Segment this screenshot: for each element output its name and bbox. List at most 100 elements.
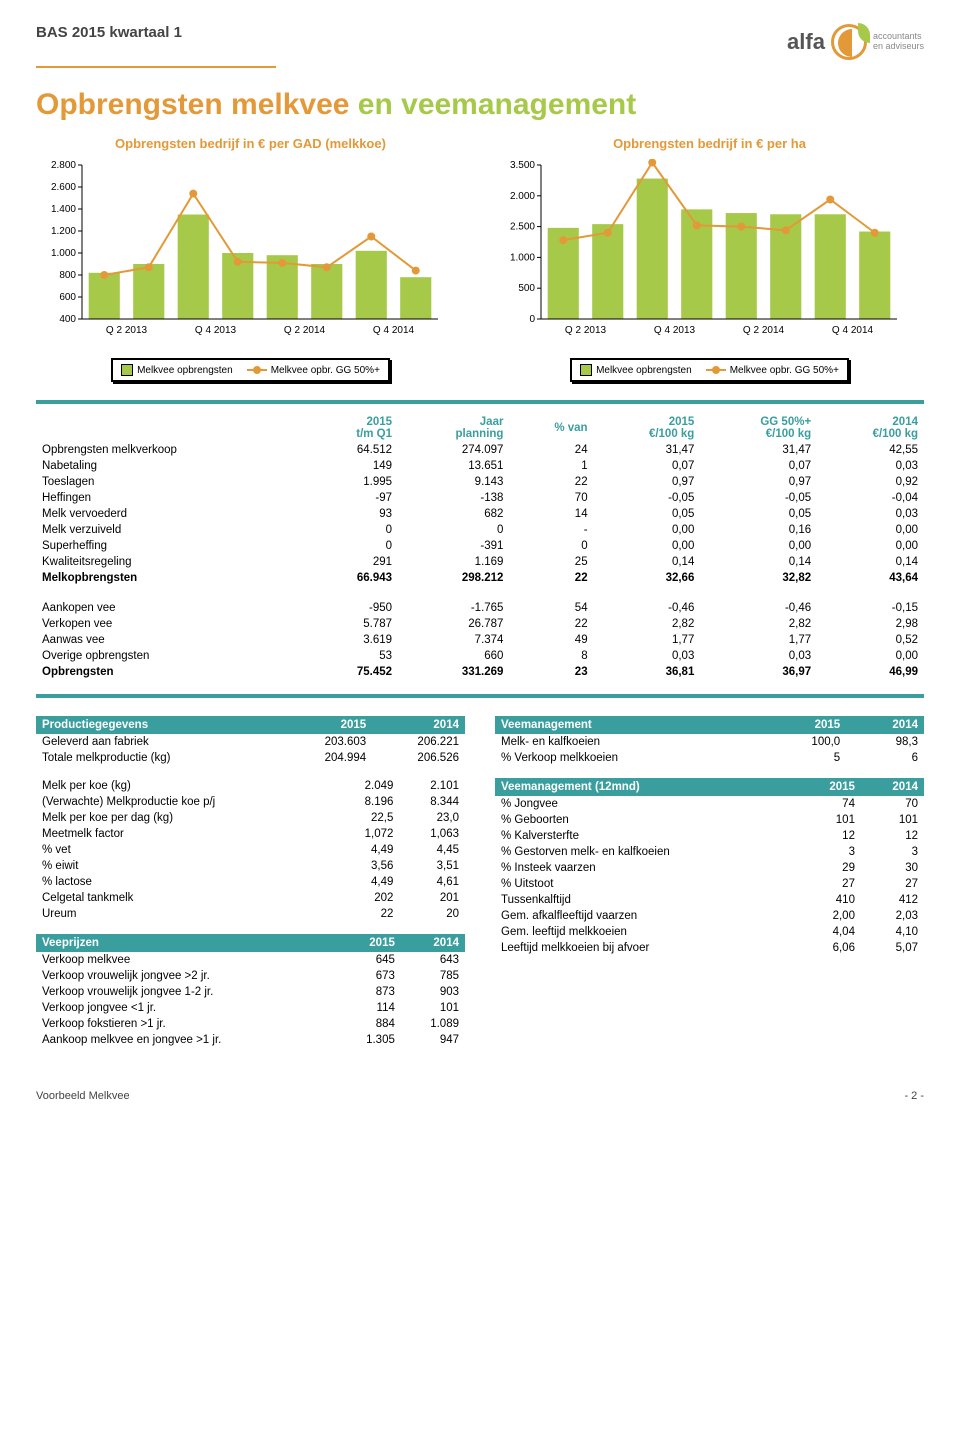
table-row: Leeftijd melkkoeien bij afvoer6,065,07 (495, 940, 924, 956)
leaf-icon (858, 23, 870, 43)
svg-text:Q 2 2013: Q 2 2013 (106, 325, 148, 336)
bar-swatch-icon (121, 364, 133, 376)
table-row: % vet4,494,45 (36, 842, 465, 858)
brand-name: alfa (787, 29, 825, 55)
left-col: Productiegegevens20152014Geleverd aan fa… (36, 716, 465, 1060)
sub-th: Veemanagement (495, 716, 762, 734)
svg-text:1.000: 1.000 (51, 248, 76, 259)
chart-2: Opbrengsten bedrijf in € per ha 05001.00… (495, 136, 924, 382)
table-row: Ureum2220 (36, 906, 465, 922)
svg-text:1.000: 1.000 (510, 252, 535, 263)
legend-line: Melkvee opbr. GG 50%+ (706, 365, 839, 376)
table-row: Verkoop melkvee645643 (36, 952, 465, 968)
table-row: (Verwachte) Melkproductie koe p/j8.1968.… (36, 794, 465, 810)
table-row: Aankopen vee-950-1.76554-0,46-0,46-0,15 (36, 600, 924, 616)
table-row: Verkoop vrouwelijk jongvee >2 jr.673785 (36, 968, 465, 984)
svg-text:1.400: 1.400 (51, 204, 76, 215)
main-th: 2015€/100 kg (594, 414, 701, 442)
brand-tagline: accountants en adviseurs (873, 32, 924, 52)
chart-2-svg: 0 500 1.000 2.500 2.000 3.500 Q 2 2013 Q 4 2013… (495, 159, 905, 349)
table-row: Opbrengsten melkverkoop64.512274.0972431… (36, 442, 924, 458)
table-row: % Uitstoot2727 (495, 876, 924, 892)
table-row: Nabetaling14913.65110,070,070,03 (36, 458, 924, 474)
header: BAS 2015 kwartaal 1 alfa accountants en … (36, 24, 924, 60)
table-row: Gem. afkalfleeftijd vaarzen2,002,03 (495, 908, 924, 924)
table-row: % Verkoop melkkoeien56 (495, 750, 924, 766)
svg-text:0: 0 (529, 314, 535, 325)
footer-right: - 2 - (904, 1090, 924, 1102)
table-row: Superheffing0-39100,000,000,00 (36, 538, 924, 554)
table-row-bold: Melkopbrengsten66.943298.2122232,6632,82… (36, 570, 924, 586)
svg-text:1.200: 1.200 (51, 226, 76, 237)
svg-text:2.800: 2.800 (51, 160, 76, 171)
table-row: % Gestorven melk- en kalfkoeien33 (495, 844, 924, 860)
svg-text:Q 4 2014: Q 4 2014 (832, 325, 874, 336)
table-row: % Jongvee7470 (495, 796, 924, 812)
chart-1-legend: Melkvee opbrengsten Melkvee opbr. GG 50%… (111, 358, 390, 382)
main-th: GG 50%+€/100 kg (700, 414, 817, 442)
svg-text:Q 4 2013: Q 4 2013 (195, 325, 237, 336)
header-rule (36, 66, 276, 68)
veemanagement12-table: Veemanagement (12mnd)20152014% Jongvee74… (495, 778, 924, 956)
chart-1-svg: 400 600 800 1.000 1.200 1.400 2.600 2.800 Q 2 20… (36, 159, 446, 349)
table-row: Gem. leeftijd melkkoeien4,044,10 (495, 924, 924, 940)
table-row: Verkopen vee5.78726.787222,822,822,98 (36, 616, 924, 632)
svg-text:2.500: 2.500 (510, 222, 535, 233)
veemanagement-table: Veemanagement20152014Melk- en kalfkoeien… (495, 716, 924, 766)
svg-text:600: 600 (59, 292, 76, 303)
svg-text:400: 400 (59, 314, 76, 325)
legend-bar: Melkvee opbrengsten (580, 364, 692, 376)
page-title: Opbrengsten melkvee en veemanagement (36, 88, 924, 122)
productie-table: Productiegegevens20152014Geleverd aan fa… (36, 716, 465, 766)
veeprijzen-table: Veeprijzen20152014Verkoop melkvee645643V… (36, 934, 465, 1048)
brand-logo-icon (831, 24, 867, 60)
line-swatch-icon (706, 369, 726, 371)
main-th: 2015t/m Q1 (309, 414, 398, 442)
table-row: % Insteek vaarzen2930 (495, 860, 924, 876)
sub-th: Veeprijzen (36, 934, 337, 952)
section-rule (36, 694, 924, 698)
sub-tables-row: Productiegegevens20152014Geleverd aan fa… (36, 716, 924, 1060)
table-row: Geleverd aan fabriek203.603206.221 (36, 734, 465, 750)
svg-text:Q 4 2013: Q 4 2013 (654, 325, 696, 336)
legend-line: Melkvee opbr. GG 50%+ (247, 365, 380, 376)
doc-title: BAS 2015 kwartaal 1 (36, 24, 182, 41)
charts-row: Opbrengsten bedrijf in € per GAD (melkko… (36, 136, 924, 382)
svg-text:800: 800 (59, 270, 76, 281)
footer-left: Voorbeeld Melkvee (36, 1090, 130, 1102)
table-row: Verkoop fokstieren >1 jr.8841.089 (36, 1016, 465, 1032)
line-swatch-icon (247, 369, 267, 371)
main-th (36, 414, 309, 442)
table-row: Melk per koe (kg)2.0492.101 (36, 778, 465, 794)
main-th: Jaarplanning (398, 414, 509, 442)
svg-text:Q 2 2013: Q 2 2013 (565, 325, 607, 336)
table-row: Kwaliteitsregeling2911.169250,140,140,14 (36, 554, 924, 570)
table-row: Tussenkalftijd410412 (495, 892, 924, 908)
table-row: Totale melkproductie (kg)204.994206.526 (36, 750, 465, 766)
right-col: Veemanagement20152014Melk- en kalfkoeien… (495, 716, 924, 1060)
table-row: Celgetal tankmelk202201 (36, 890, 465, 906)
table-row: Meetmelk factor1,0721,063 (36, 826, 465, 842)
sub-th: Productiegegevens (36, 716, 279, 734)
svg-text:Q 4 2014: Q 4 2014 (373, 325, 415, 336)
table-row: Melk vervoederd93682140,050,050,03 (36, 506, 924, 522)
svg-text:500: 500 (518, 283, 535, 294)
table-row: % Geboorten101101 (495, 812, 924, 828)
section-rule (36, 400, 924, 404)
table-row: % Kalversterfte1212 (495, 828, 924, 844)
svg-text:2.000: 2.000 (510, 191, 535, 202)
chart-2-legend: Melkvee opbrengsten Melkvee opbr. GG 50%… (570, 358, 849, 382)
svg-text:3.500: 3.500 (510, 160, 535, 171)
main-th: % van (509, 414, 593, 442)
table-row: Aankoop melkvee en jongvee >1 jr.1.30594… (36, 1032, 465, 1048)
sub-th: Veemanagement (12mnd) (495, 778, 798, 796)
table-row: Melk verzuiveld00-0,000,160,00 (36, 522, 924, 538)
svg-text:2.600: 2.600 (51, 182, 76, 193)
brand-block: alfa accountants en adviseurs (787, 24, 924, 60)
bar-swatch-icon (580, 364, 592, 376)
main-table: 2015t/m Q1Jaarplanning% van2015€/100 kgG… (36, 414, 924, 680)
table-row: Toeslagen1.9959.143220,970,970,92 (36, 474, 924, 490)
main-th: 2014€/100 kg (817, 414, 924, 442)
svg-text:Q 2 2014: Q 2 2014 (284, 325, 326, 336)
table-row: Heffingen-97-13870-0,05-0,05-0,04 (36, 490, 924, 506)
